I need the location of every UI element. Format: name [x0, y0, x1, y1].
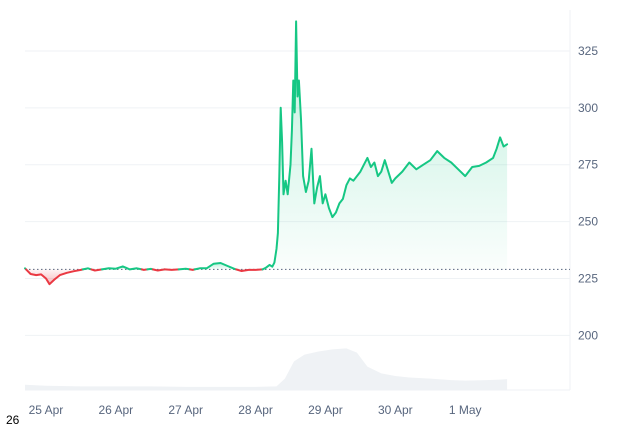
y-tick-label: 300 — [578, 101, 598, 115]
x-tick-label: 27 Apr — [168, 403, 203, 417]
price-line-down — [140, 268, 149, 271]
price-line-down — [163, 268, 180, 271]
price-line-up — [100, 265, 143, 271]
y-axis-ticks: 200 225 250 275 300 325 — [578, 44, 598, 342]
price-line-up — [193, 262, 238, 271]
volume-fill — [25, 348, 508, 390]
x-axis-ticks: 25 Apr 26 Apr 27 Apr 28 Apr 29 Apr 30 Apr 1 Ma… — [29, 403, 482, 417]
x-tick-label: 26 Apr — [98, 403, 133, 417]
y-tick-label: 200 — [578, 328, 598, 342]
price-line-up — [81, 267, 93, 271]
price-line-down — [151, 268, 166, 272]
price-line-down — [90, 268, 103, 272]
y-tick-label: 250 — [578, 215, 598, 229]
y-tick-label: 275 — [578, 158, 598, 172]
price-line-up — [177, 267, 191, 271]
x-tick-label: 25 Apr — [29, 403, 64, 417]
price-line-down — [235, 268, 264, 272]
area-above-baseline — [194, 263, 237, 270]
y-tick-label: 325 — [578, 44, 598, 58]
y-tick-label: 225 — [578, 272, 598, 286]
price-line-down — [25, 268, 84, 286]
x-tick-label: 30 Apr — [378, 403, 413, 417]
price-line-up — [261, 20, 509, 271]
price-line — [24, 20, 509, 286]
corner-label: 26 — [6, 413, 20, 427]
x-tick-label: 28 Apr — [238, 403, 273, 417]
area-below-baseline — [26, 269, 83, 285]
x-tick-label: 1 May — [449, 403, 482, 417]
area-above-baseline — [262, 21, 508, 270]
x-tick-label: 29 Apr — [308, 403, 343, 417]
volume-area — [25, 348, 508, 390]
